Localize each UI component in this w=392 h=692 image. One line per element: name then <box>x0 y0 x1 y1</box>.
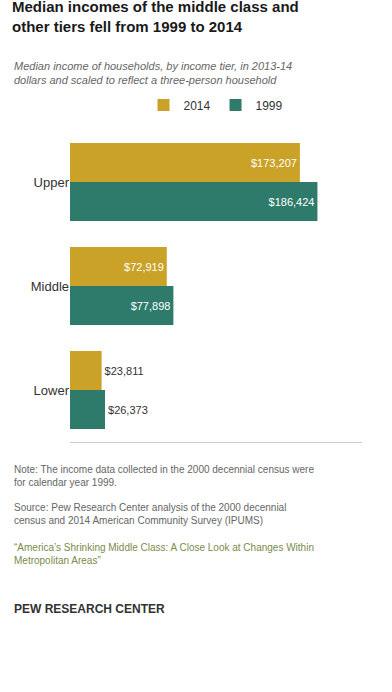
svg-text:$26,373: $26,373 <box>108 404 148 416</box>
svg-text:Median incomes of the middle c: Median incomes of the middle class andot… <box>12 0 299 35</box>
svg-text:PEW RESEARCH CENTER: PEW RESEARCH CENTER <box>14 602 165 616</box>
svg-text:$77,898: $77,898 <box>131 300 171 312</box>
svg-text:$23,811: $23,811 <box>105 365 144 377</box>
svg-text:Upper: Upper <box>34 175 70 190</box>
svg-text:Note: The income data collecte: Note: The income data collected in the 2… <box>14 464 314 488</box>
svg-text:1999: 1999 <box>256 99 283 113</box>
svg-text:Middle: Middle <box>31 279 69 294</box>
svg-text:“America’s Shrinking Middle Cl: “America’s Shrinking Middle Class: A Clo… <box>14 542 314 566</box>
svg-text:$173,207: $173,207 <box>251 157 297 169</box>
svg-text:Source: Pew Research Center an: Source: Pew Research Center analysis of … <box>14 502 286 526</box>
svg-text:2014: 2014 <box>184 99 211 113</box>
svg-text:$72,919: $72,919 <box>124 261 164 273</box>
svg-text:Lower: Lower <box>34 383 70 398</box>
svg-text:Median income of households, b: Median income of households, by income t… <box>14 60 292 86</box>
svg-text:$186,424: $186,424 <box>269 196 315 208</box>
